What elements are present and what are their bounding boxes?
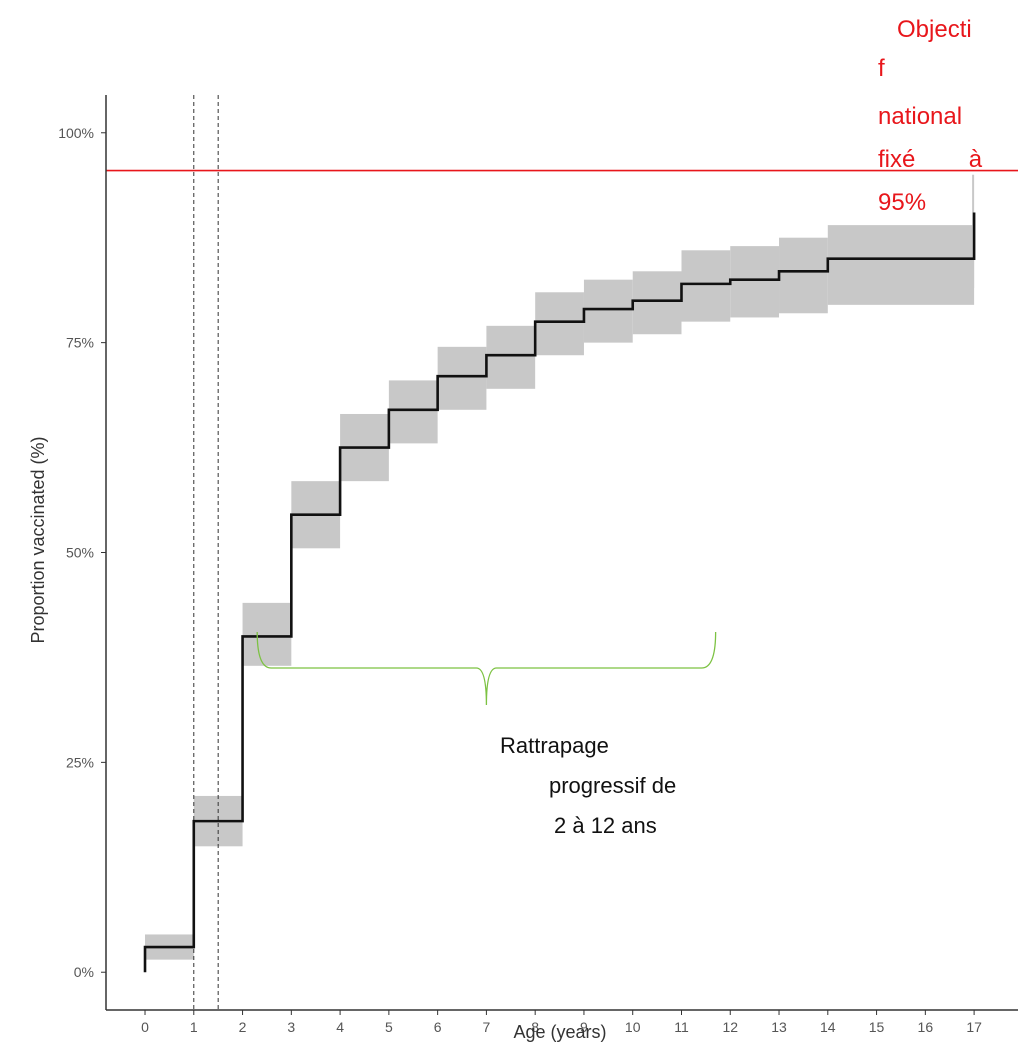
x-tick-label: 8 bbox=[531, 1019, 539, 1035]
x-tick-label: 17 bbox=[966, 1019, 982, 1035]
target-note-line-4: fixé à bbox=[878, 146, 983, 173]
confidence-band-segment bbox=[827, 225, 975, 305]
confidence-band-segment bbox=[730, 246, 780, 318]
y-tick-label: 75% bbox=[66, 335, 94, 351]
x-tick-label: 14 bbox=[820, 1019, 836, 1035]
confidence-band-segment bbox=[437, 346, 487, 410]
catchup-note-line-3: 2 à 12 ans bbox=[554, 813, 657, 838]
target-note-line-3: national bbox=[878, 103, 962, 130]
confidence-band-segment bbox=[779, 237, 828, 314]
catchup-note-line-1: Rattrapage bbox=[500, 733, 609, 758]
x-axis-title: Age (years) bbox=[513, 1022, 606, 1042]
x-tick-label: 13 bbox=[771, 1019, 787, 1035]
y-axis-title: Proportion vaccinated (%) bbox=[28, 436, 48, 643]
y-tick-label: 50% bbox=[66, 545, 94, 561]
confidence-band-layer bbox=[145, 174, 975, 960]
reference-lines-layer bbox=[106, 95, 1018, 1010]
x-tick-label: 3 bbox=[287, 1019, 295, 1035]
confidence-band-segment bbox=[583, 279, 633, 343]
y-tick-label: 0% bbox=[74, 964, 94, 980]
y-tick-label: 100% bbox=[58, 125, 94, 141]
x-tick-label: 12 bbox=[722, 1019, 738, 1035]
confidence-band-segment bbox=[632, 271, 682, 335]
catchup-note-line-2: progressif de bbox=[549, 773, 676, 798]
step-line-layer bbox=[143, 212, 976, 973]
target-note: Objecti f national fixé à 95% bbox=[878, 16, 989, 216]
target-note-line-2: f bbox=[878, 55, 885, 82]
confidence-band-segment bbox=[486, 325, 536, 389]
x-ticks: 0 1 2 3 4 5 6 7 8 9 10 11 12 13 14 15 16 17 bbox=[141, 1010, 982, 1035]
x-tick-label: 4 bbox=[336, 1019, 344, 1035]
x-tick-label: 7 bbox=[483, 1019, 491, 1035]
y-ticks: 0% 25% 50% 75% 100% bbox=[58, 125, 106, 980]
catchup-note: Rattrapage progressif de 2 à 12 ans bbox=[500, 733, 682, 838]
x-tick-label: 11 bbox=[674, 1019, 689, 1035]
x-tick-label: 10 bbox=[625, 1019, 641, 1035]
confidence-band-segment bbox=[681, 250, 731, 322]
x-tick-label: 5 bbox=[385, 1019, 393, 1035]
x-tick-label: 2 bbox=[239, 1019, 247, 1035]
catchup-brace bbox=[256, 631, 717, 706]
target-note-line-5: 95% bbox=[878, 189, 926, 216]
x-tick-label: 1 bbox=[190, 1019, 198, 1035]
x-tick-label: 15 bbox=[869, 1019, 885, 1035]
target-note-line-1: Objecti bbox=[897, 16, 972, 43]
catchup-brace-path bbox=[256, 631, 717, 706]
vaccination-step-line bbox=[143, 212, 976, 973]
x-tick-label: 16 bbox=[918, 1019, 934, 1035]
confidence-band-segment bbox=[242, 602, 292, 666]
confidence-band-segment bbox=[388, 380, 438, 444]
x-tick-label: 6 bbox=[434, 1019, 442, 1035]
x-tick-label: 0 bbox=[141, 1019, 149, 1035]
y-tick-label: 25% bbox=[66, 754, 94, 770]
x-tick-label: 9 bbox=[580, 1019, 588, 1035]
confidence-band-segment bbox=[535, 292, 584, 356]
